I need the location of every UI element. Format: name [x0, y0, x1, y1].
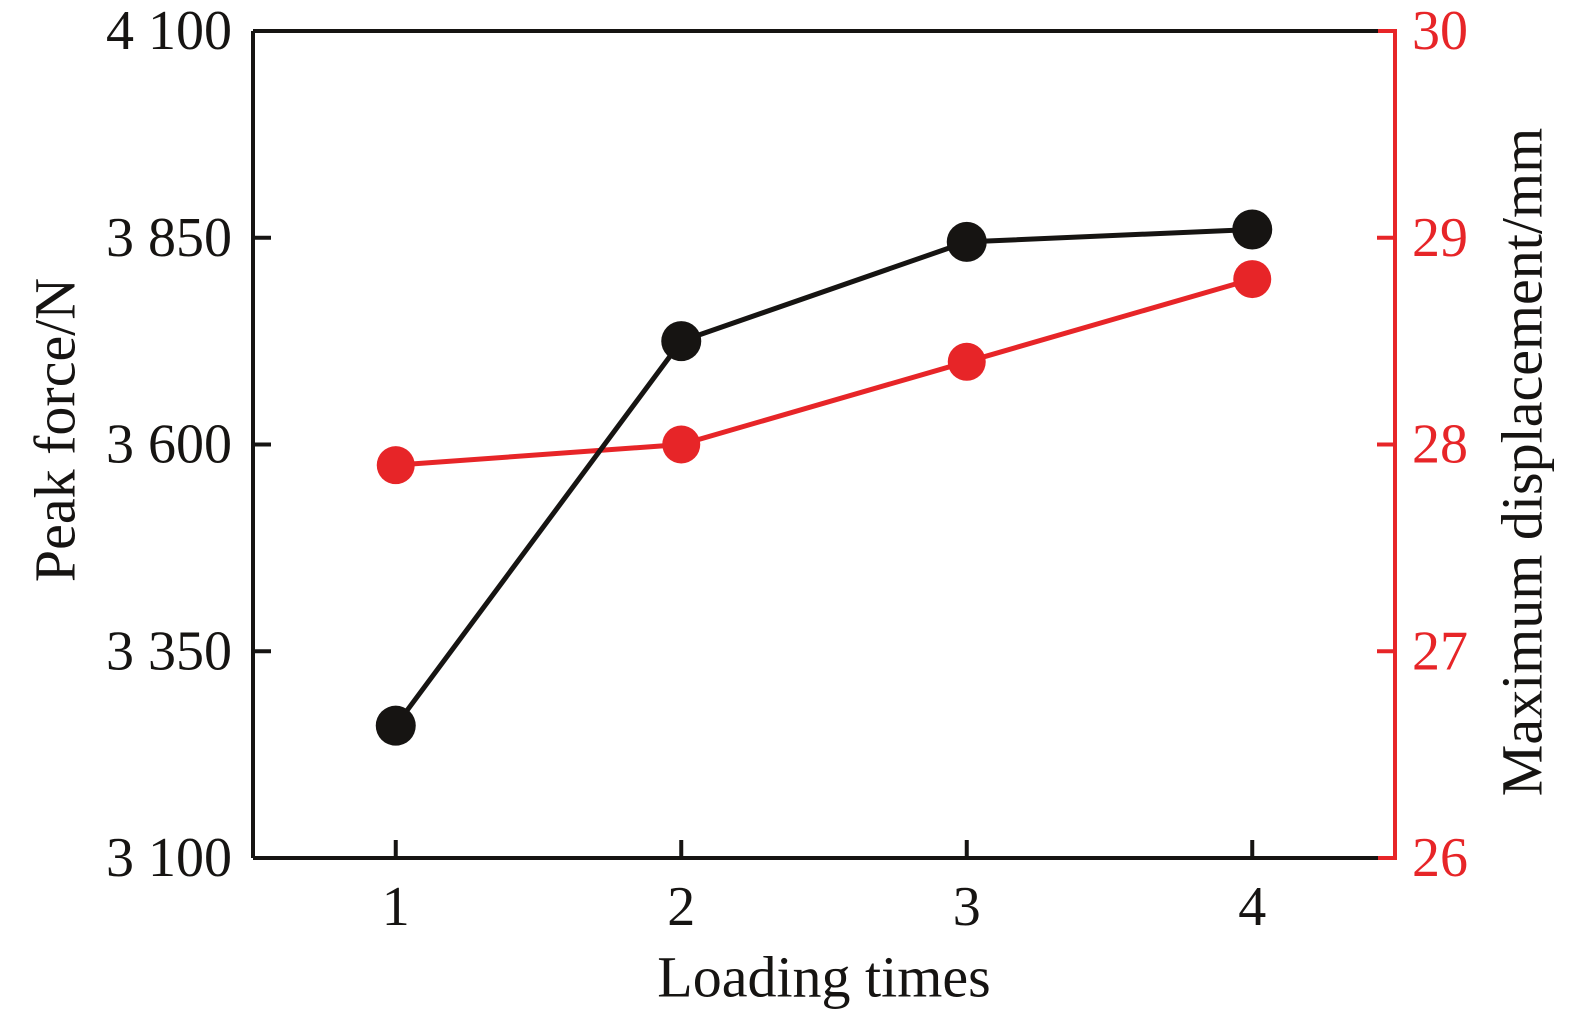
peak-force-marker-2 — [661, 321, 702, 362]
x-tick-label: 1 — [382, 876, 410, 938]
data-series — [375, 209, 1273, 746]
peak-force-marker-4 — [1232, 209, 1273, 250]
maximum-displacement-marker-2 — [662, 425, 701, 464]
maximum-displacement-marker-4 — [1233, 260, 1272, 299]
x-axis-title: Loading times — [657, 945, 990, 1010]
x-tick-label: 3 — [953, 876, 981, 938]
x-tick-label: 4 — [1238, 876, 1266, 938]
left-y-axis-title: Peak force/N — [23, 278, 88, 582]
maximum-displacement-marker-3 — [947, 342, 986, 381]
right-tick-label: 26 — [1412, 827, 1468, 889]
left-tick-label: 3 850 — [106, 207, 232, 269]
left-tick-label: 4 100 — [106, 0, 232, 62]
x-tick-label: 2 — [667, 876, 695, 938]
right-tick-label: 29 — [1412, 207, 1468, 269]
right-y-axis-title: Maximum displacement/mm — [1490, 128, 1555, 797]
maximum-displacement-marker-1 — [376, 446, 415, 485]
axis-ticks — [253, 235, 1395, 858]
left-tick-label: 3 600 — [106, 414, 232, 476]
left-tick-label: 3 100 — [106, 827, 232, 889]
plot-frame — [251, 29, 1397, 860]
maximum-displacement-line — [393, 276, 1255, 468]
peak-force-line — [393, 226, 1255, 729]
axis-tick-labels: 3 100 3 350 3 600 3 850 4 100 26 27 28 29 30 1 2 3 4 — [106, 0, 1468, 938]
peak-force-marker-1 — [375, 705, 416, 746]
right-tick-label: 28 — [1412, 414, 1468, 476]
right-tick-label: 30 — [1412, 0, 1468, 62]
right-tick-label: 27 — [1412, 620, 1468, 682]
peak-force-marker-3 — [946, 221, 987, 262]
left-tick-label: 3 350 — [106, 620, 232, 682]
